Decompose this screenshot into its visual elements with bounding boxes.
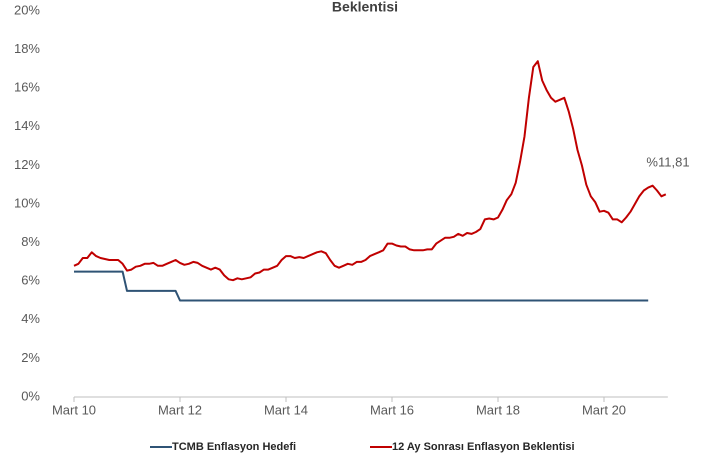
annotation: %11,81 [646, 154, 689, 169]
y-tick-label: 12% [14, 157, 40, 172]
y-tick-label: 4% [21, 311, 40, 326]
y-tick-label: 10% [14, 195, 40, 210]
x-tick-label: Mart 16 [370, 402, 414, 417]
x-tick-label: Mart 18 [476, 402, 520, 417]
y-tick-label: 14% [14, 118, 40, 133]
legend-label: 12 Ay Sonrası Enflasyon Beklentisi [392, 441, 575, 453]
y-tick-label: 16% [14, 80, 40, 95]
x-tick-label: Mart 14 [264, 402, 308, 417]
y-tick-label: 6% [21, 273, 40, 288]
y-tick-label: 8% [21, 234, 40, 249]
legend-label: TCMB Enflasyon Hedefi [172, 441, 296, 453]
y-tick-label: 2% [21, 350, 40, 365]
series-line [74, 270, 649, 302]
x-tick-label: Mart 12 [158, 402, 202, 417]
y-tick-label: 18% [14, 41, 40, 56]
y-tick-label: 0% [21, 388, 40, 403]
y-tick-label: 20% [14, 2, 40, 17]
series-line [73, 60, 667, 282]
chart-title: Beklentisi [332, 0, 398, 15]
x-tick-label: Mart 20 [582, 402, 626, 417]
x-tick-label: Mart 10 [52, 402, 96, 417]
